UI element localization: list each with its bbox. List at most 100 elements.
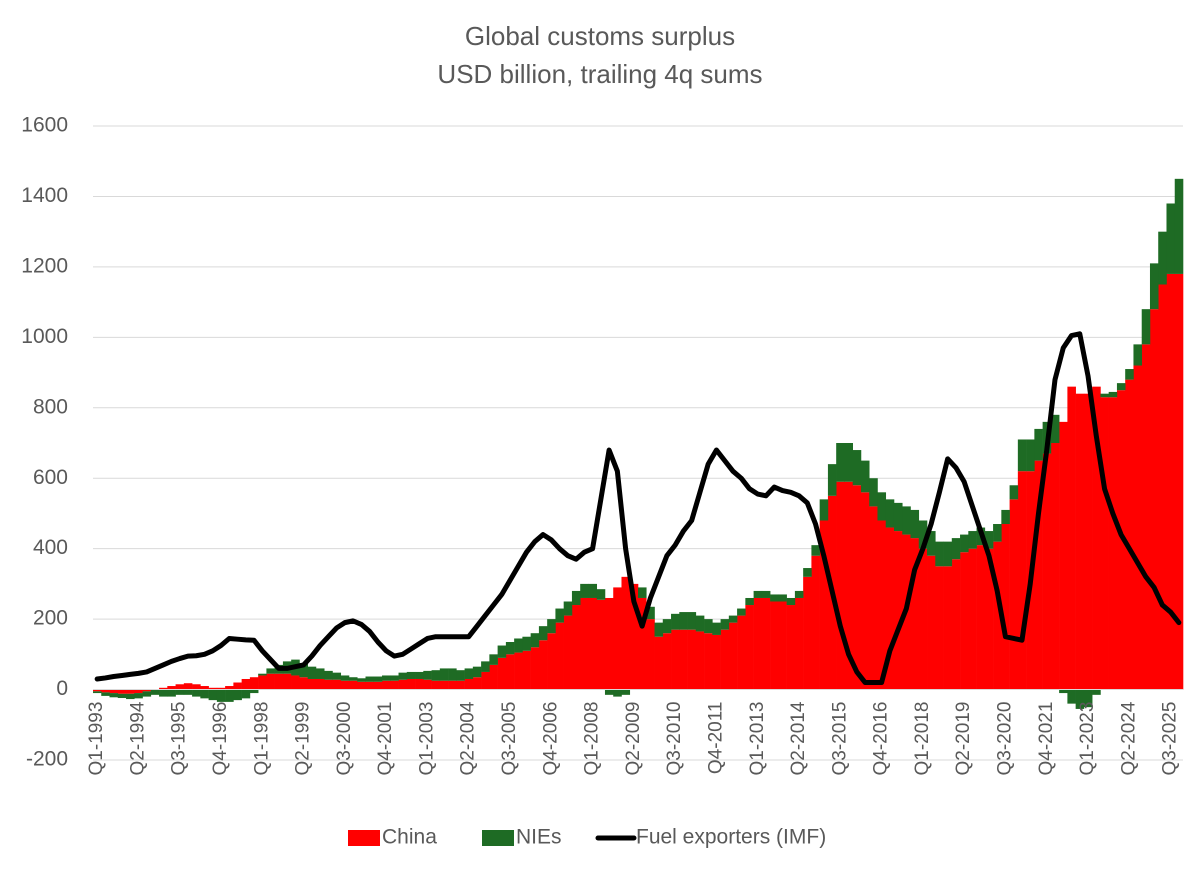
bar	[1017, 439, 1027, 472]
bar	[588, 597, 598, 690]
bar	[1116, 383, 1126, 391]
bar	[704, 633, 713, 690]
bar	[547, 619, 556, 634]
bar	[93, 691, 102, 694]
bar	[373, 676, 383, 682]
bar	[481, 661, 490, 672]
y-tick-label: 1600	[21, 114, 68, 137]
x-tick-label: Q4-2001	[375, 702, 396, 776]
bar	[571, 590, 581, 606]
bar	[588, 583, 598, 598]
bar	[753, 597, 763, 690]
bar	[993, 541, 1002, 690]
bar	[522, 636, 531, 651]
bar	[1067, 386, 1076, 690]
bar	[456, 680, 465, 690]
x-tick-label: Q4-2011	[705, 702, 726, 775]
bar	[258, 673, 267, 676]
bar	[530, 633, 540, 648]
bar	[307, 666, 317, 679]
x-tick-label: Q2-2019	[953, 702, 974, 776]
bar	[126, 689, 135, 694]
bar	[192, 684, 201, 690]
bar	[728, 622, 738, 690]
bar	[1100, 393, 1109, 398]
bar	[1067, 689, 1076, 704]
bar	[976, 545, 986, 690]
bar	[315, 668, 325, 679]
bar	[811, 545, 820, 556]
bar	[175, 689, 185, 695]
bar	[571, 605, 581, 690]
bar	[761, 597, 771, 690]
bar	[1042, 453, 1052, 690]
x-tick-label: Q1-1993	[86, 702, 107, 776]
bar	[291, 675, 300, 690]
bar	[357, 678, 366, 682]
bar	[365, 681, 375, 690]
bar	[1108, 397, 1118, 690]
bar	[786, 605, 796, 690]
bar	[918, 548, 928, 690]
bar	[1059, 689, 1068, 694]
bar	[654, 636, 664, 690]
bar	[811, 555, 820, 690]
bar	[1034, 460, 1043, 690]
bar	[638, 597, 647, 690]
y-tick-label: -200	[26, 748, 68, 771]
bar	[704, 619, 713, 634]
bar	[902, 506, 911, 535]
legend-swatch	[348, 830, 380, 846]
bar	[604, 597, 614, 690]
bar	[390, 675, 399, 681]
x-tick-label: Q4-2016	[871, 702, 892, 776]
x-tick-label: Q4-1996	[210, 702, 231, 776]
bar	[1083, 393, 1093, 690]
bar	[109, 689, 119, 694]
bar	[1158, 284, 1167, 690]
bar	[1100, 397, 1109, 690]
bar	[720, 629, 730, 690]
x-tick-label: Q1-2008	[582, 702, 603, 776]
bar	[167, 686, 176, 690]
bar	[943, 566, 953, 690]
bar	[497, 645, 507, 658]
bar	[497, 657, 507, 690]
bar	[819, 520, 829, 690]
bar	[332, 672, 342, 680]
bar	[390, 680, 399, 690]
bar	[150, 689, 160, 695]
bar	[109, 693, 119, 698]
bar	[687, 612, 697, 630]
bar	[101, 689, 110, 693]
bar	[340, 680, 350, 690]
bar	[580, 583, 589, 598]
bar	[315, 678, 325, 690]
bar	[233, 682, 242, 690]
bar	[547, 633, 556, 690]
bar	[844, 443, 853, 482]
bar	[159, 687, 168, 690]
bar	[819, 499, 829, 521]
bar	[687, 629, 697, 690]
bar	[613, 689, 622, 697]
bar	[216, 689, 226, 702]
bar	[869, 478, 878, 507]
bar	[258, 675, 267, 690]
bar	[943, 541, 953, 567]
bar	[960, 552, 969, 690]
bar	[1174, 273, 1184, 690]
bar	[348, 677, 358, 681]
legend-label: Fuel exporters (IMF)	[636, 826, 826, 849]
x-tick-label: Q3-2005	[499, 702, 520, 776]
bar	[208, 687, 218, 690]
bar	[439, 668, 449, 681]
bar	[803, 576, 812, 690]
y-tick-label: 600	[33, 466, 68, 489]
chart-subtitle: USD billion, trailing 4q sums	[437, 59, 762, 89]
bar	[282, 673, 292, 690]
bar	[1141, 344, 1151, 690]
bar	[431, 670, 441, 681]
